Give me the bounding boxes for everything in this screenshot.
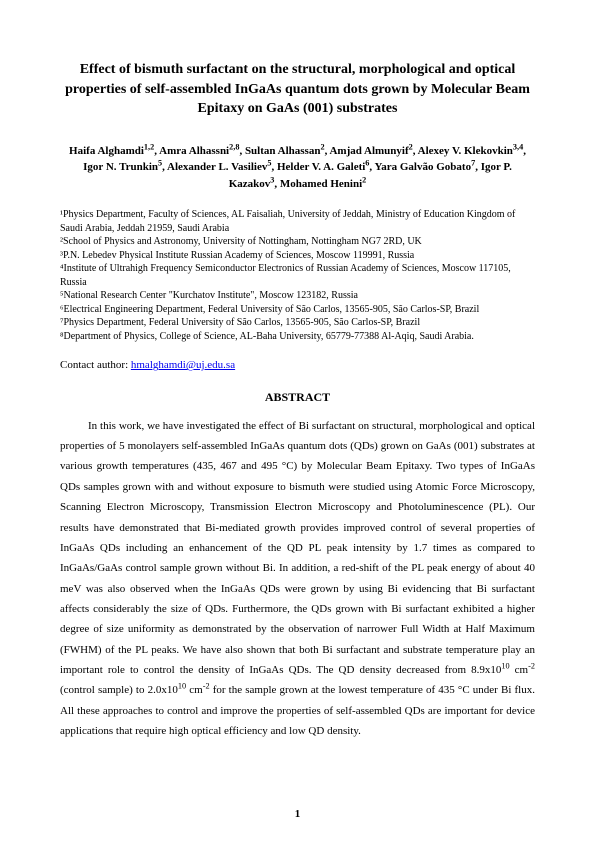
affiliations-block: ¹Physics Department, Faculty of Sciences… [60,208,535,343]
page-number: 1 [0,806,595,823]
contact-label: Contact author: [60,359,131,371]
contact-author: Contact author: hmalghamdi@uj.edu.sa [60,357,535,374]
abstract-heading: ABSTRACT [60,388,535,406]
abstract-body: In this work, we have investigated the e… [60,416,535,742]
affiliation: ¹Physics Department, Faculty of Sciences… [60,208,535,235]
authors-list: Haifa Alghamdi1,2, Amra Alhassni2,8, Sul… [60,143,535,193]
affiliation: ⁴Institute of Ultrahigh Frequency Semico… [60,262,535,289]
affiliation: ⁸Department of Physics, College of Scien… [60,330,535,344]
paper-title: Effect of bismuth surfactant on the stru… [60,60,535,119]
contact-email-link[interactable]: hmalghamdi@uj.edu.sa [131,359,235,371]
affiliation: ⁵National Research Center "Kurchatov Ins… [60,289,535,303]
affiliation: ⁶Electrical Engineering Department, Fede… [60,303,535,317]
affiliation: ³P.N. Lebedev Physical Institute Russian… [60,249,535,263]
affiliation: ²School of Physics and Astronomy, Univer… [60,235,535,249]
affiliation: ⁷Physics Department, Federal University … [60,316,535,330]
